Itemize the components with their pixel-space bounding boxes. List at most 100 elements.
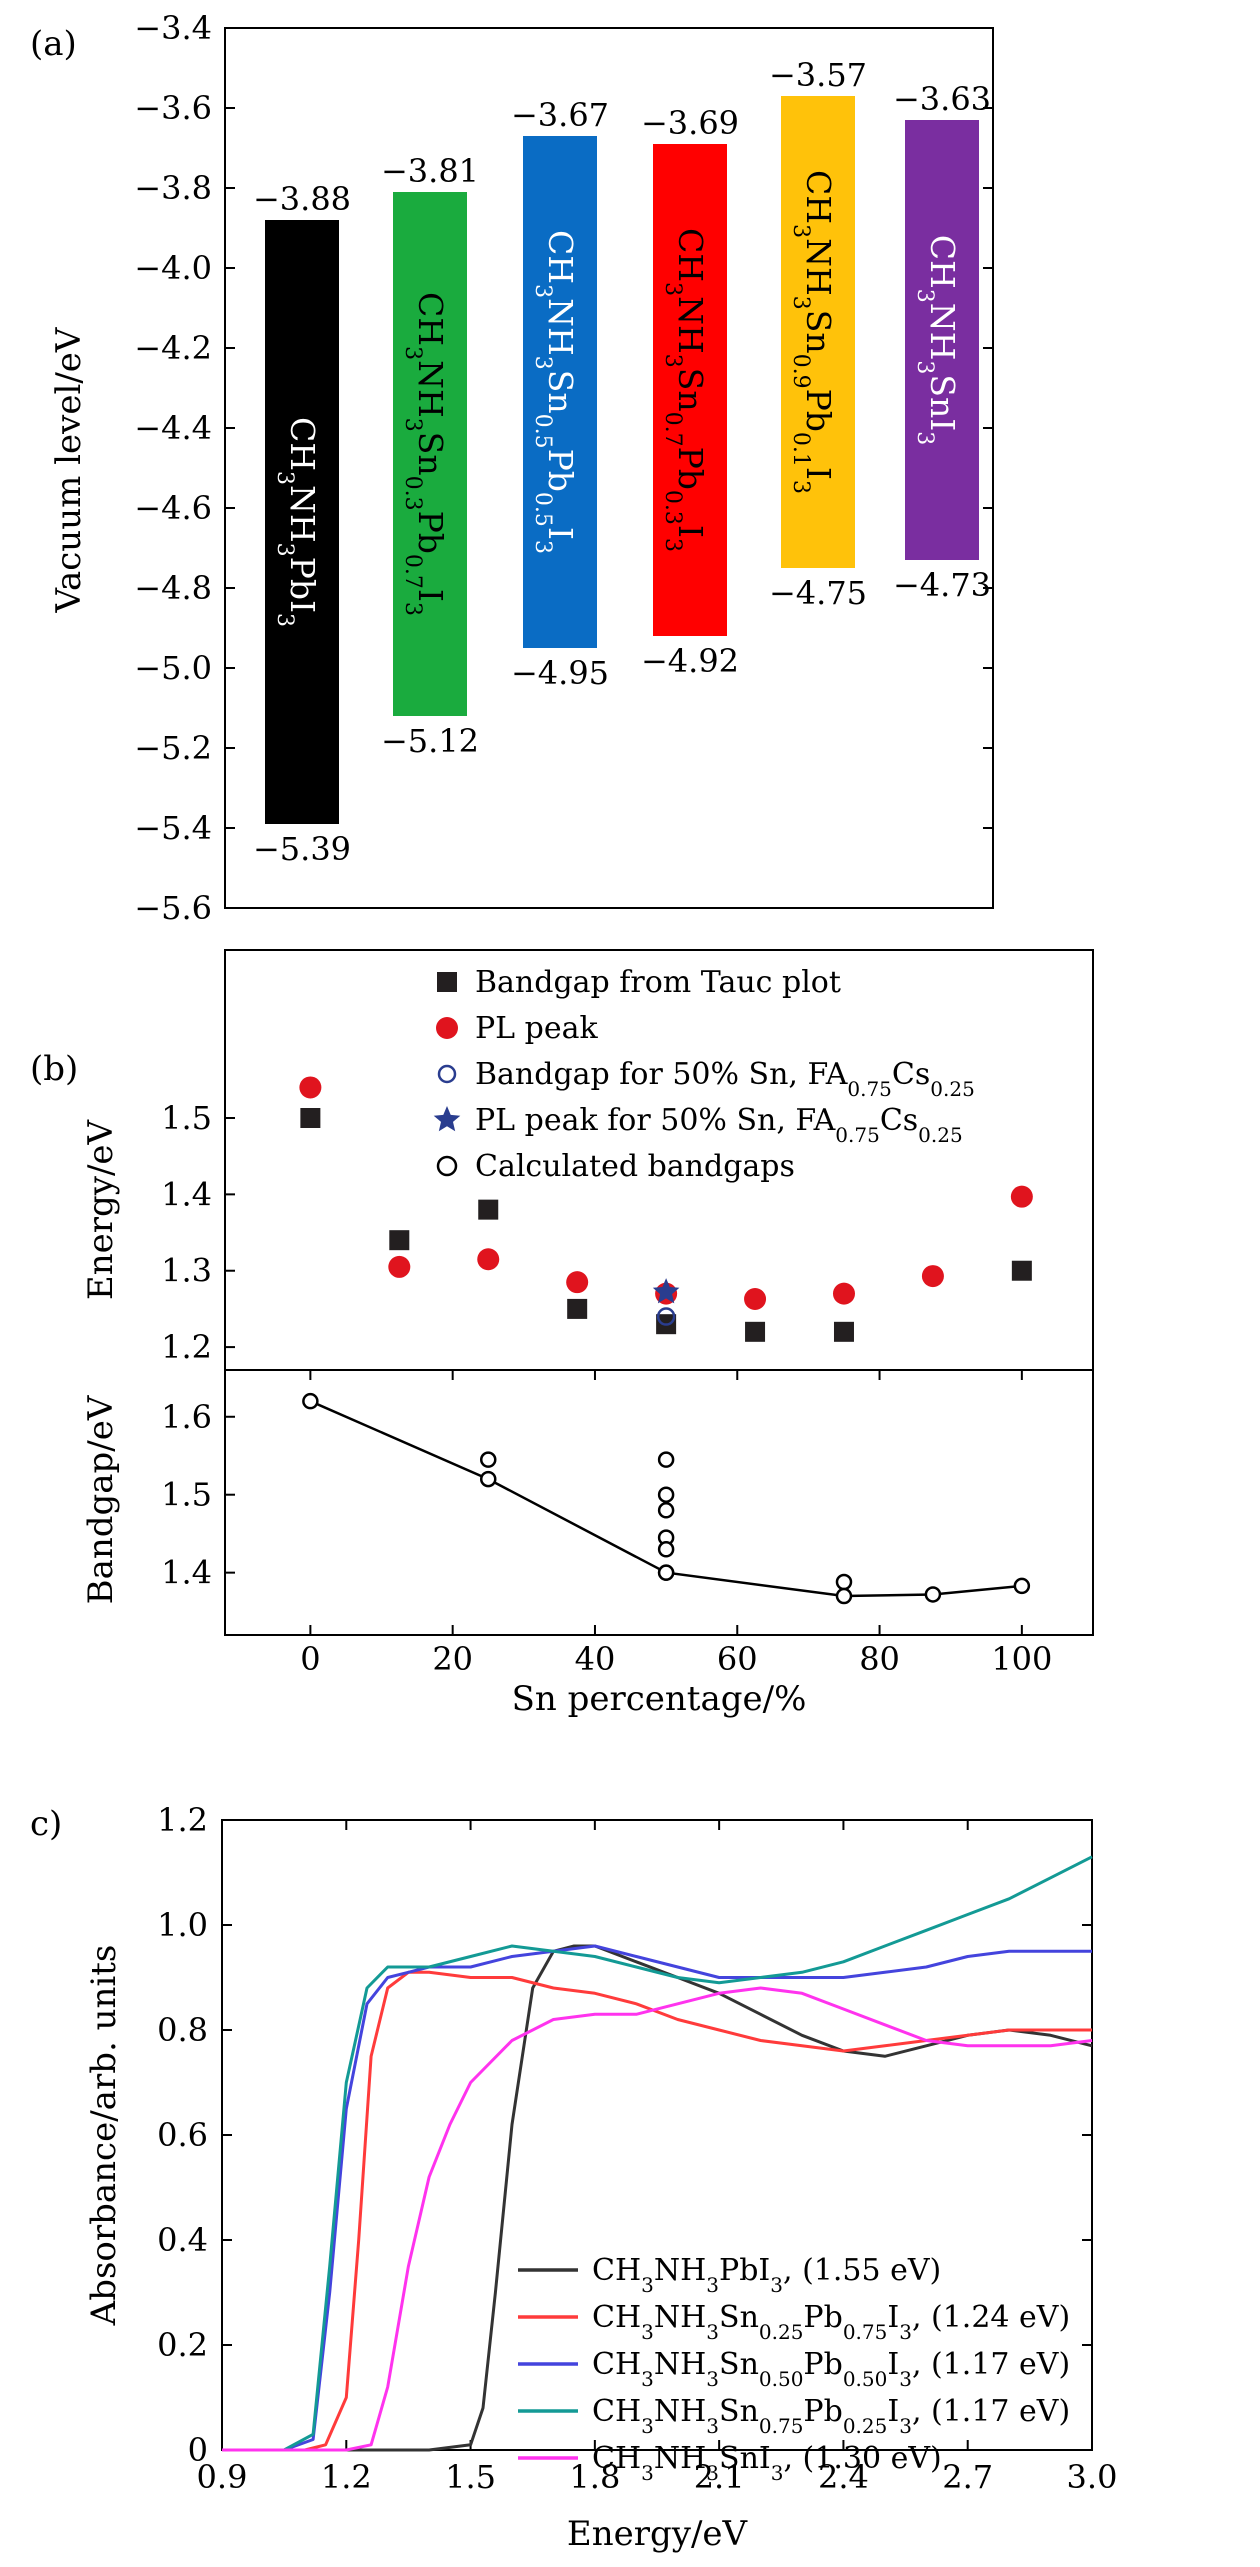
bar [905,120,979,560]
ytick-label: 0.2 [157,2326,208,2364]
legend-label-part: 3 [770,2273,783,2297]
legend-label: PL peak for 50% Sn, FA0.75Cs0.25 [475,1103,963,1147]
bar-name-part: Sn [541,370,580,414]
legend-label-part: 0.25 [843,2414,888,2438]
bar-name-part: 3 [531,284,556,298]
legend-label-part: CH [592,2441,641,2476]
bar-name-part: 0.5 [531,414,556,449]
ytick-label: −5.2 [134,729,212,767]
ytick-label: 0.6 [157,2116,208,2154]
xtick-label: 1.5 [445,2458,496,2496]
bar [523,136,597,648]
panel-c-ticks: 0.9 1.2 1.5 1.8 2.1 2.4 2.7 3.0 0 0.2 0.4 0.6 0.8 1.0… [157,1801,1117,2496]
panel-c-ylabel: Absorbance/arb. units [84,1945,124,2327]
pl-point [388,1255,411,1278]
ytick-label: 1.4 [161,1554,212,1592]
legend-label-part: 0.75 [835,1123,880,1147]
xtick-label: 2.7 [942,2458,993,2496]
bar-name-part: I [541,527,580,540]
bar-name-part: 3 [401,418,426,432]
calc-point [1013,1577,1031,1595]
absorbance-curve [222,1986,1093,2452]
xtick-label: 2.4 [818,2458,869,2496]
calc-point [835,1573,853,1591]
bar-name-part: CH [923,235,962,289]
bar-name-part: 0.9 [789,354,814,389]
legend-label-part: CH [592,2300,641,2335]
xtick-label: 60 [717,1640,758,1678]
ytick-label: −4.6 [134,489,212,527]
ytick-label: −4.8 [134,569,212,607]
bar-bottom-label: −4.73 [893,566,991,604]
legend-label-part: , (1.30 eV) [783,2441,941,2476]
xtick-label: 3.0 [1067,2458,1118,2496]
ytick-label: −3.4 [134,9,212,47]
panel-c-lines [222,1855,1093,2452]
legend-label-part: , (1.17 eV) [912,2394,1070,2429]
panel-b: (b) Energy/eV Bandgap/eV Sn percentage/%… [30,949,1094,1719]
xtick-label: 0.9 [197,2458,248,2496]
panel-c-xlabel: Energy/eV [567,2514,749,2554]
calc-line [309,1400,1023,1598]
ytick-label: −4.0 [134,249,212,287]
ytick-label: 1.3 [161,1252,212,1290]
panel-a: (a) Vacuum level/eV −3.4 −3.6 −3.8 −4.0 −4.2… [30,9,994,927]
bar-name-part: I [799,467,838,480]
bar-name-part: I [411,589,450,602]
legend-label-part: SnI [719,2441,771,2476]
bar [653,144,727,636]
legend-label-part: Sn [719,2347,759,2382]
xtick-label: 80 [859,1640,900,1678]
bar-name-part: NH [541,298,580,356]
legend-label-part: 0.75 [847,1077,892,1101]
ytick-label: 1.5 [161,1476,212,1514]
pl-point [1010,1185,1033,1208]
absorbance-curve [222,1944,1093,2452]
ytick-label: −4.2 [134,329,212,367]
bar-name-part: 3 [531,540,556,554]
bar-name: CH3NH3Sn0.5Pb0.5I3 [531,230,581,554]
ytick-label: 1.2 [157,1801,208,1839]
ytick-label: −3.8 [134,169,212,207]
fa-bandgap-point [656,1307,676,1326]
bar-name-part: 3 [661,282,686,296]
legend-label-part: Sn [719,2394,759,2429]
legend-label: CH3NH3Sn0.25Pb0.75I3, (1.24 eV) [592,2300,1070,2344]
legend-label-part: Calculated bandgaps [475,1149,795,1184]
bar-name-part: 3 [913,360,938,374]
pl-point [477,1248,500,1271]
legend-label-part: 3 [899,2414,912,2438]
legend-label-part: 0.75 [843,2320,888,2344]
bar-name-part: Sn [671,368,710,412]
bar-top-label: −3.69 [641,104,739,142]
absorbance-curve [222,1855,1093,2452]
legend-label: CH3NH3SnI3, (1.30 eV) [592,2441,942,2485]
ytick-label: 1.5 [161,1099,212,1137]
legend-label-part: 3 [706,2273,719,2297]
pl-point [921,1265,944,1288]
legend-label-part: CH [592,2253,641,2288]
legend-label-part: 3 [641,2461,654,2485]
panel-a-frame [224,27,994,909]
xtick-label: 0 [300,1640,320,1678]
bar-name-part: 3 [531,356,556,370]
bar-name: CH3NH3PbI3 [273,417,323,627]
bar-name-part: NH [923,303,962,361]
ytick-label: −5.4 [134,809,212,847]
calc-point [657,1451,675,1468]
legend-label: Bandgap from Tauc plot [475,965,841,1000]
legend-label-part: Pb [803,2347,842,2382]
xtick-label: 20 [432,1640,473,1678]
panel-b-ticks: 0 20 40 60 80 100 1.2 1.3 1.4 1.5 1.4 1.5 1.6 [161,1099,1052,1678]
legend-label-part: NH [654,2253,706,2288]
calc-point [657,1502,675,1519]
legend-label: CH3NH3PbI3, (1.55 eV) [592,2253,941,2297]
bar-name-part: 0.3 [661,490,686,525]
legend-marker [436,1017,458,1039]
panel-b-ylabel-bottom: Bandgap/eV [81,1394,121,1604]
fa-pl-point [652,1278,680,1304]
bar [265,220,339,824]
bar-name-part: 3 [401,602,426,616]
legend-label-part: 3 [641,2320,654,2344]
panel-b-legend: Bandgap from Tauc plot PL peak Bandgap for… [433,965,975,1184]
